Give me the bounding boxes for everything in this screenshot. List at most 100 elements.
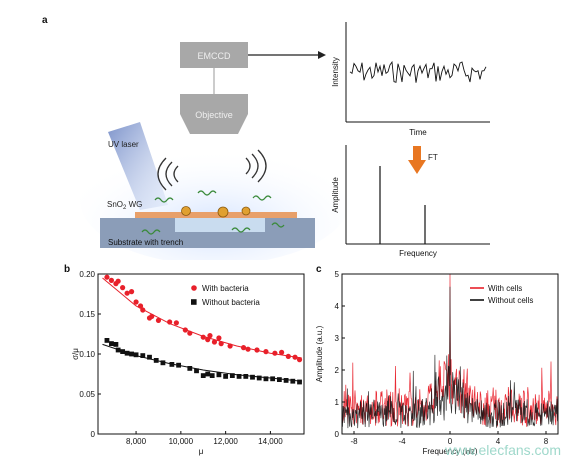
panel-a-letter: a bbox=[42, 15, 48, 26]
data-point bbox=[182, 327, 188, 333]
y-tick-label: 0.05 bbox=[79, 390, 95, 399]
y-tick-label: 4 bbox=[335, 302, 340, 311]
x-tick-label: 8,000 bbox=[126, 437, 147, 446]
y-axis-label: σ/μ bbox=[71, 348, 80, 360]
intensity-trace bbox=[349, 60, 487, 83]
legend-label: Without cells bbox=[488, 296, 533, 305]
data-point bbox=[209, 373, 215, 378]
data-point bbox=[211, 339, 218, 345]
data-point bbox=[254, 347, 260, 353]
panel-a-schematic: EMCCD Objective UV laser bbox=[80, 22, 490, 260]
y-axis-label: Amplitude (a.u.) bbox=[315, 325, 324, 382]
data-point bbox=[256, 375, 262, 381]
particle bbox=[181, 206, 191, 216]
data-point bbox=[227, 343, 233, 349]
data-point bbox=[272, 350, 278, 356]
x-tick-label: -4 bbox=[398, 437, 406, 446]
data-point bbox=[133, 352, 139, 358]
data-point bbox=[169, 362, 175, 367]
x-tick-label: 8 bbox=[544, 437, 549, 446]
scatter-arcs-left bbox=[157, 157, 179, 191]
legend-label: With cells bbox=[488, 284, 522, 293]
data-point bbox=[124, 350, 130, 356]
emccd-box bbox=[180, 42, 248, 68]
watermark: www.elecfans.com bbox=[445, 442, 561, 458]
chart-b: 8,000 10,000 12,000 14,000 0 0.05 0.10 0.15 0.20… bbox=[71, 270, 305, 456]
ft-arrow-head bbox=[408, 160, 426, 174]
x-axis-label: μ bbox=[199, 447, 204, 456]
data-point bbox=[187, 366, 193, 371]
data-point bbox=[167, 319, 173, 325]
spectrum-1 bbox=[341, 286, 559, 429]
trench bbox=[175, 218, 265, 232]
emccd-arrow-head bbox=[318, 51, 326, 59]
freq-plot-xlabel: Frequency bbox=[399, 249, 437, 258]
data-point bbox=[297, 379, 302, 385]
x-tick-label: 14,000 bbox=[258, 437, 283, 446]
legend-label: Without bacteria bbox=[202, 298, 260, 307]
y-tick-label: 5 bbox=[335, 270, 340, 279]
data-point bbox=[283, 378, 289, 383]
legend-marker bbox=[191, 285, 197, 291]
data-point bbox=[153, 358, 159, 363]
data-point bbox=[104, 274, 110, 280]
data-point bbox=[207, 333, 213, 339]
y-tick-label: 0.10 bbox=[79, 350, 95, 359]
data-point bbox=[149, 313, 155, 319]
data-point bbox=[160, 360, 166, 366]
data-point bbox=[205, 371, 211, 377]
y-tick-label: 0.20 bbox=[79, 270, 95, 279]
bacteria bbox=[141, 190, 285, 235]
data-point bbox=[109, 341, 114, 346]
objective-lens bbox=[180, 114, 248, 134]
substrate-label: Substrate with trench bbox=[108, 238, 183, 247]
data-point bbox=[140, 307, 146, 313]
ft-arrow-body bbox=[413, 146, 421, 160]
particle bbox=[217, 206, 229, 218]
particle bbox=[241, 206, 251, 216]
objective-label: Objective bbox=[195, 110, 233, 120]
data-point bbox=[218, 341, 224, 347]
data-point bbox=[200, 373, 206, 378]
scatter-arcs-right bbox=[245, 149, 267, 183]
data-point bbox=[187, 330, 193, 336]
data-point bbox=[236, 374, 242, 379]
data-point bbox=[292, 354, 298, 360]
data-point bbox=[216, 372, 222, 378]
data-point bbox=[296, 357, 303, 363]
data-point bbox=[290, 378, 296, 384]
legend-label: With bacteria bbox=[202, 284, 249, 293]
data-point bbox=[229, 373, 235, 378]
data-point bbox=[285, 353, 291, 359]
data-point bbox=[223, 374, 229, 379]
x-tick-label: 12,000 bbox=[213, 437, 238, 446]
data-point bbox=[279, 349, 285, 355]
x-tick-label: 10,000 bbox=[169, 437, 194, 446]
panel-c-letter: c bbox=[316, 264, 322, 275]
data-point bbox=[104, 338, 110, 343]
data-point bbox=[124, 290, 130, 296]
time-plot-xlabel: Time bbox=[409, 128, 427, 137]
x-tick-label: -8 bbox=[350, 437, 358, 446]
ft-label: FT bbox=[428, 153, 438, 162]
emccd-label: EMCCD bbox=[198, 51, 231, 61]
data-point bbox=[120, 285, 126, 291]
data-point bbox=[263, 349, 269, 355]
data-point bbox=[133, 299, 139, 305]
data-point bbox=[276, 377, 282, 382]
data-point bbox=[205, 337, 211, 343]
data-point bbox=[270, 376, 276, 382]
data-point bbox=[263, 376, 269, 382]
y-tick-label: 1 bbox=[335, 398, 340, 407]
data-point bbox=[129, 351, 134, 357]
x-tick-label: 0 bbox=[448, 437, 453, 446]
data-point bbox=[216, 335, 222, 341]
data-point bbox=[240, 345, 247, 351]
uv-laser-beam bbox=[108, 122, 168, 210]
data-point bbox=[176, 362, 182, 368]
x-tick-label: 4 bbox=[496, 437, 501, 446]
data-point bbox=[200, 334, 206, 340]
data-point bbox=[108, 277, 115, 283]
y-tick-label: 2 bbox=[335, 366, 340, 375]
